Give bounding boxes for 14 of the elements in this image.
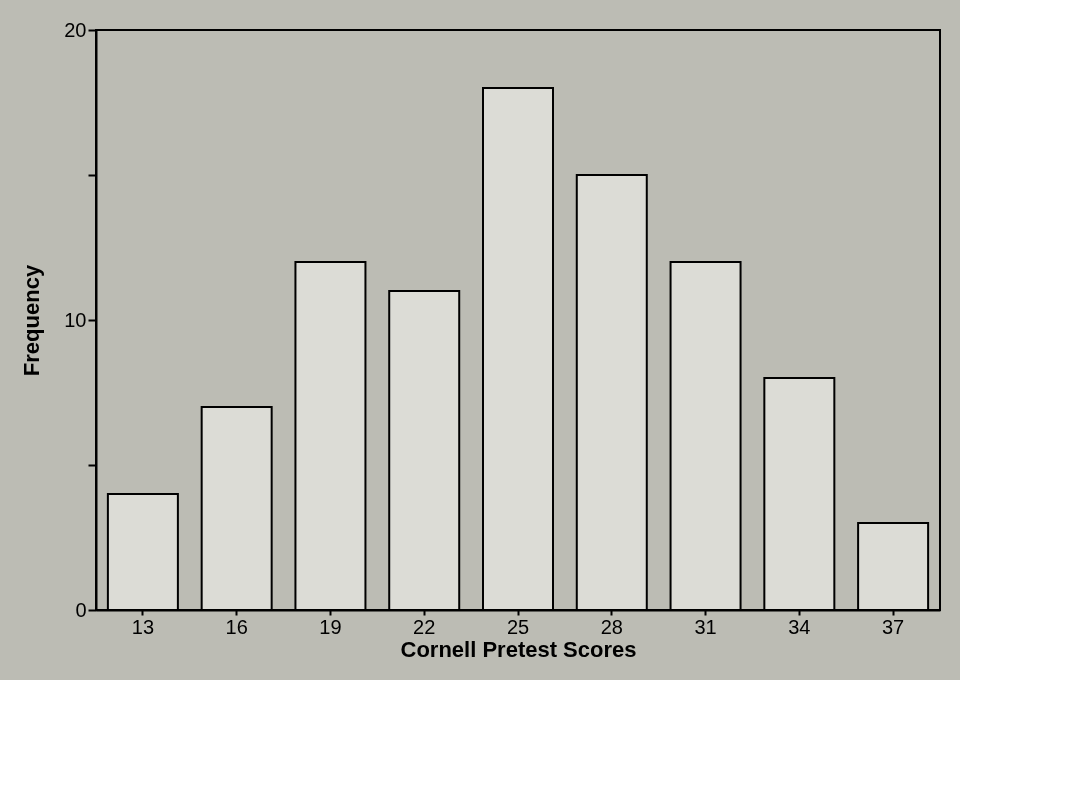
y-axis-title: Frequency [19,264,45,377]
x-tick-label: 13 [131,615,155,638]
x-axis-title: Cornell Pretest Scores [400,636,637,662]
y-tick-label: 20 [64,18,87,41]
x-tick-label: 25 [506,615,530,638]
x-tick-label: 22 [413,615,436,638]
x-tick-label: 16 [225,615,248,638]
x-tick-label: 28 [600,615,623,638]
y-tick-label: 10 [64,308,87,331]
x-tick-label: 19 [319,615,342,638]
y-tick-label: 0 [75,598,87,621]
x-tick-label: 34 [788,615,811,638]
x-tick-label: 31 [694,615,717,638]
x-tick-label: 37 [881,615,905,638]
